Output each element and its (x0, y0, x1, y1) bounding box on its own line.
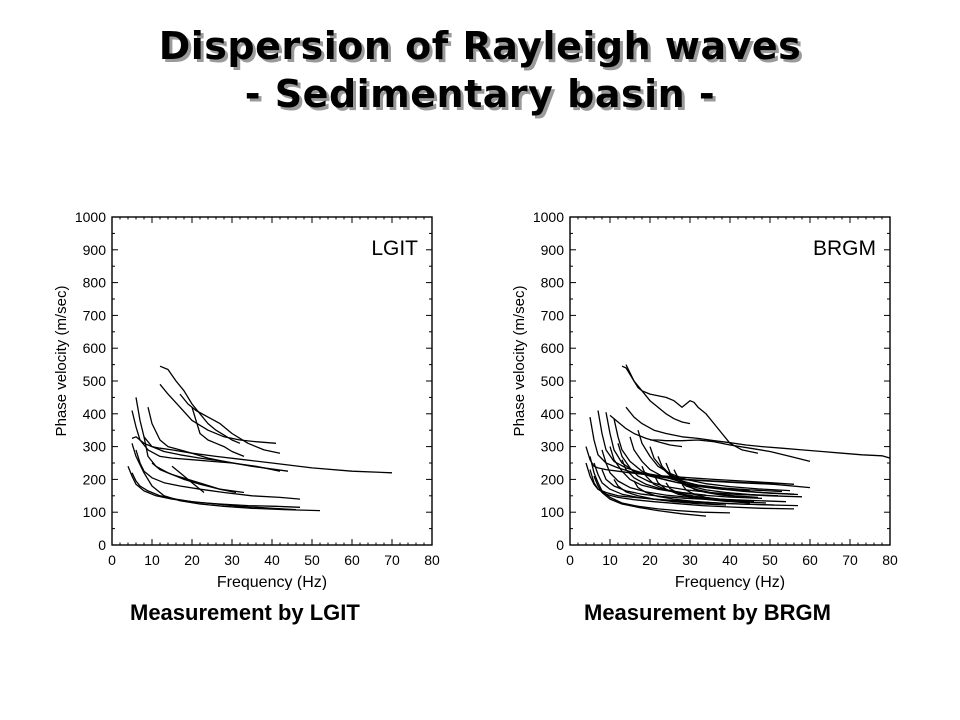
series-line-3 (179, 393, 281, 454)
y-tick-label: 900 (541, 242, 565, 258)
x-tick-label: 60 (802, 552, 818, 568)
y-tick-label: 100 (83, 504, 107, 520)
series-line-8 (191, 407, 245, 458)
series-line-26 (621, 459, 707, 496)
x-tick-label: 20 (642, 552, 658, 568)
x-tick-label: 0 (566, 552, 574, 568)
title-line-1: Dispersion of Rayleigh waves (158, 24, 802, 68)
x-tick-label: 60 (344, 552, 360, 568)
y-tick-label: 300 (541, 439, 565, 455)
y-tick-label: 1000 (75, 209, 106, 225)
y-tick-label: 800 (541, 275, 565, 291)
y-tick-label: 800 (83, 275, 107, 291)
series-line-29 (633, 480, 719, 504)
series-line-30 (665, 482, 751, 504)
x-tick-label: 70 (384, 552, 400, 568)
y-tick-label: 400 (83, 406, 107, 422)
chart-tag: BRGM (813, 237, 876, 260)
series-line-15 (171, 465, 205, 494)
y-tick-label: 500 (541, 373, 565, 389)
chart-lgit: 0 100 200 300 400 500 600 700 800 900 1000 0 10 20 30 4… (53, 209, 440, 590)
series-line-5 (609, 414, 683, 448)
x-tick-label: 10 (144, 552, 160, 568)
y-tick-label: 200 (83, 471, 107, 487)
y-tick-label: 700 (83, 307, 107, 323)
series-line-14 (589, 456, 731, 514)
series-line-21 (649, 446, 799, 496)
y-tick-label: 600 (541, 340, 565, 356)
y-tick-label: 200 (541, 471, 565, 487)
series-line-13 (131, 443, 321, 512)
series-line-7 (147, 407, 233, 464)
x-tick-label: 30 (682, 552, 698, 568)
series-line-17 (609, 446, 763, 500)
chart-tag: LGIT (371, 237, 418, 260)
series-line-32 (613, 479, 727, 506)
series-line-19 (629, 436, 783, 493)
series-line-6 (585, 446, 795, 485)
caption-lgit: Measurement by LGIT (130, 600, 360, 625)
series-line-2 (159, 383, 277, 444)
x-tick-label: 50 (304, 552, 320, 568)
y-tick-label: 0 (556, 537, 564, 553)
y-tick-label: 500 (83, 373, 107, 389)
y-tick-label: 900 (83, 242, 107, 258)
series-line-15 (593, 462, 775, 506)
y-axis-label: Phase velocity (m/sec) (511, 286, 528, 437)
series-line-10 (135, 449, 301, 500)
x-tick-label: 30 (224, 552, 240, 568)
x-tick-label: 80 (424, 552, 440, 568)
slide-title: Dispersion of Rayleigh waves - Sedimenta… (0, 22, 960, 118)
y-tick-label: 100 (541, 504, 565, 520)
x-tick-label: 80 (882, 552, 898, 568)
series-line-4 (650, 439, 811, 463)
x-tick-label: 70 (842, 552, 858, 568)
y-axis-label: Phase velocity (m/sec) (53, 286, 70, 437)
y-tick-label: 700 (541, 307, 565, 323)
series-line-12 (127, 466, 297, 511)
x-tick-label: 40 (264, 552, 280, 568)
y-tick-label: 600 (83, 340, 107, 356)
series-line-2 (625, 364, 691, 425)
series-line-18 (617, 443, 803, 498)
series-line-6 (135, 397, 289, 472)
y-tick-label: 300 (83, 439, 107, 455)
x-tick-label: 50 (762, 552, 778, 568)
y-tick-label: 400 (541, 406, 565, 422)
series-line-13 (593, 475, 707, 517)
y-tick-label: 1000 (533, 209, 564, 225)
x-tick-label: 40 (722, 552, 738, 568)
series-line-8 (597, 410, 779, 484)
title-line-2: - Sedimentary basin - (244, 72, 716, 116)
series-line-12 (589, 469, 795, 510)
x-tick-label: 0 (108, 552, 116, 568)
series-line-31 (681, 483, 743, 503)
series-line-24 (673, 469, 743, 498)
y-tick-label: 0 (98, 537, 106, 553)
x-tick-label: 20 (184, 552, 200, 568)
chart-brgm: 0 100 200 300 400 500 600 700 800 900 1000 0 10 20 30 4… (511, 209, 898, 590)
x-axis-label: Frequency (Hz) (217, 574, 327, 590)
x-tick-label: 10 (602, 552, 618, 568)
series-line-3 (625, 406, 891, 459)
series-line-5 (131, 410, 281, 472)
x-axis-label: Frequency (Hz) (675, 574, 785, 590)
caption-brgm: Measurement by BRGM (584, 600, 831, 625)
